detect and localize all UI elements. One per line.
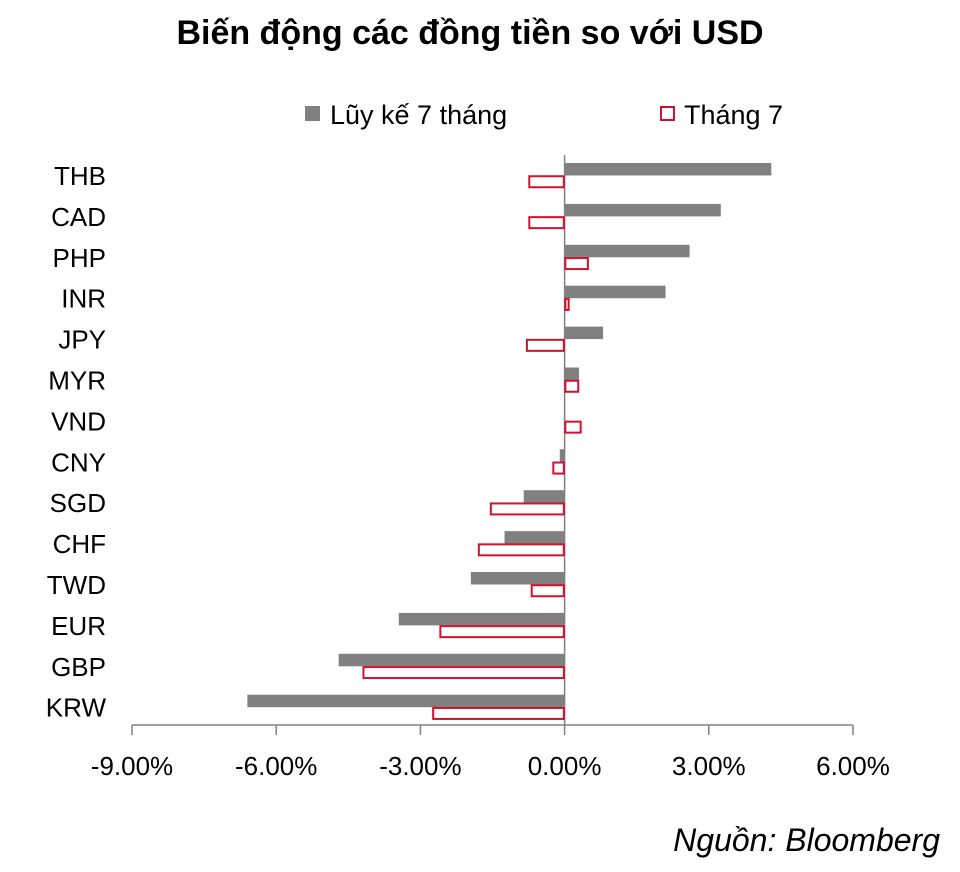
bar-cumulative	[338, 653, 565, 667]
legend: Lũy kế 7 tháng Tháng 7	[305, 100, 783, 130]
category-label: THB	[54, 161, 106, 191]
bar-cumulative	[564, 163, 772, 176]
bar-cumulative	[523, 490, 565, 503]
x-tick-label: -3.00%	[379, 751, 461, 781]
bar-monthly	[477, 543, 565, 557]
category-label: SGD	[50, 488, 106, 518]
bar-monthly	[528, 175, 565, 189]
bar-cumulative	[247, 694, 565, 708]
bar-cumulative	[564, 326, 604, 340]
category-label: GBP	[51, 652, 106, 682]
bar-monthly	[564, 297, 570, 311]
bar-monthly	[525, 338, 565, 352]
bar-cumulative	[564, 285, 666, 299]
source-note: Nguồn: Bloomberg	[673, 822, 940, 858]
plot-area: -9.00% -6.00% -3.00% 0.00% 3.00% 6.00% THB CAD P…	[46, 155, 890, 781]
bar-monthly	[432, 706, 565, 720]
category-label: MYR	[48, 366, 106, 396]
category-label: CAD	[51, 202, 106, 232]
legend-swatch-cumulative	[305, 106, 320, 121]
category-label: CNY	[51, 447, 106, 477]
bar-cumulative	[504, 531, 565, 544]
category-label: PHP	[53, 243, 106, 273]
legend-swatch-monthly	[660, 106, 675, 121]
bar-cumulative	[564, 408, 566, 421]
category-label: KRW	[46, 693, 107, 723]
category-label: VND	[51, 406, 106, 436]
bar-cumulative	[564, 367, 580, 380]
bar-cumulative	[559, 449, 565, 462]
bar-cumulative	[470, 572, 565, 585]
bar-monthly	[564, 420, 582, 434]
bar-monthly	[564, 257, 589, 271]
x-tick-label: 0.00%	[528, 751, 602, 781]
x-tick-label: 6.00%	[816, 751, 890, 781]
legend-label-monthly: Tháng 7	[684, 100, 783, 130]
bar-cumulative	[564, 244, 690, 258]
category-label: EUR	[51, 611, 106, 641]
legend-label-cumulative: Lũy kế 7 tháng	[330, 100, 507, 130]
x-tick-label: 3.00%	[672, 751, 746, 781]
category-label: TWD	[47, 570, 106, 600]
bar-monthly	[564, 379, 580, 393]
category-label: CHF	[53, 529, 106, 559]
x-tick-label: -6.00%	[235, 751, 317, 781]
bar-monthly	[489, 502, 565, 516]
bar-monthly	[530, 584, 565, 598]
x-tick-label: -9.00%	[91, 751, 173, 781]
bar-cumulative	[564, 203, 721, 217]
bar-monthly	[362, 666, 565, 680]
bar-monthly	[439, 625, 565, 639]
category-label: JPY	[58, 325, 106, 355]
chart-title: Biến động các đồng tiền so với USD	[176, 14, 763, 52]
bar-cumulative	[398, 612, 565, 626]
bar-monthly	[552, 461, 565, 475]
bar-monthly	[528, 216, 565, 230]
category-label: INR	[61, 284, 106, 314]
